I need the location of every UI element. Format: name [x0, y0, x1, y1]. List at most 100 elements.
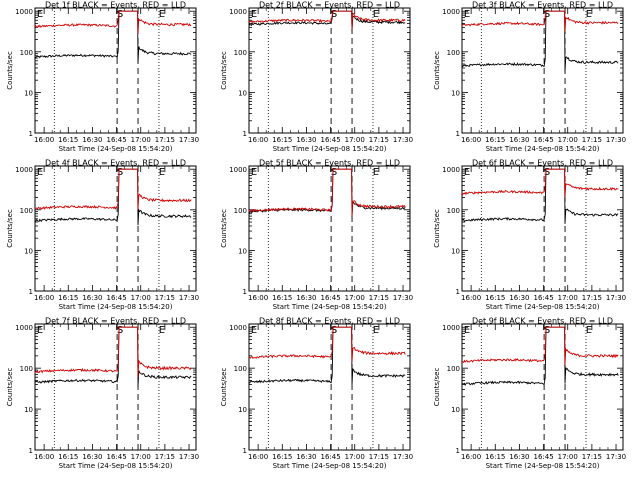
- x-tick-label: 16:30: [296, 294, 316, 302]
- y-tick-label: 1: [456, 447, 460, 455]
- y-tick-label: 10: [238, 247, 247, 255]
- y-tick-label: 1: [29, 288, 33, 296]
- interval-label: E: [159, 9, 165, 20]
- x-axis-label: Start Time (24-Sep-08 15:54:20): [486, 462, 600, 470]
- x-tick-label: 17:00: [131, 453, 151, 461]
- plot-frame: [34, 165, 197, 292]
- x-axis-label: Start Time (24-Sep-08 15:54:20): [273, 303, 387, 311]
- y-tick-label: 1000: [15, 8, 33, 16]
- series-line-lld: [248, 10, 406, 30]
- x-tick-label: 17:00: [558, 294, 578, 302]
- y-axis-label: Counts/sec: [220, 368, 228, 407]
- series-line-lld: [34, 326, 192, 378]
- y-axis-label: Counts/sec: [6, 209, 14, 248]
- panel-title: Det 6f BLACK = Events, RED = LLD: [472, 159, 613, 168]
- x-tick-label: 16:45: [533, 453, 553, 461]
- series-line-lld: [248, 168, 406, 216]
- x-tick-label: 17:30: [393, 136, 413, 144]
- interval-label: E: [464, 167, 470, 178]
- x-tick-label: 16:00: [461, 453, 481, 461]
- x-tick-label: 16:00: [34, 136, 54, 144]
- y-tick-label: 1000: [229, 166, 247, 174]
- x-tick-label: 17:00: [558, 453, 578, 461]
- x-tick-label: 16:30: [296, 136, 316, 144]
- x-tick-label: 16:30: [296, 453, 316, 461]
- x-axis-label: Start Time (24-Sep-08 15:54:20): [59, 303, 173, 311]
- x-tick-label: 16:45: [533, 294, 553, 302]
- x-tick-label: 17:15: [582, 453, 602, 461]
- x-tick-label: 16:15: [272, 136, 292, 144]
- x-tick-label: 16:15: [485, 294, 505, 302]
- y-tick-label: 1: [29, 447, 33, 455]
- x-tick-label: 17:15: [369, 136, 389, 144]
- x-tick-label: 16:45: [320, 136, 340, 144]
- x-tick-label: 16:00: [34, 294, 54, 302]
- y-axis-label: Counts/sec: [6, 51, 14, 90]
- interval-label: E: [464, 325, 470, 336]
- y-axis-label: Counts/sec: [220, 209, 228, 248]
- y-axis-label: Counts/sec: [220, 51, 228, 90]
- interval-label: E: [37, 9, 43, 20]
- x-axis-label: Start Time (24-Sep-08 15:54:20): [59, 145, 173, 153]
- x-tick-label: 16:30: [82, 136, 102, 144]
- x-tick-label: 17:00: [345, 453, 365, 461]
- x-tick-label: 16:45: [320, 453, 340, 461]
- x-tick-label: 17:15: [369, 294, 389, 302]
- panel-title: Det 4f BLACK = Events, RED = LLD: [45, 159, 186, 168]
- y-tick-label: 10: [24, 89, 33, 97]
- interval-label: S: [117, 325, 123, 336]
- interval-label: S: [331, 9, 337, 20]
- x-tick-label: 17:00: [345, 294, 365, 302]
- x-tick-label: 17:15: [155, 294, 175, 302]
- series-line-lld: [34, 10, 192, 34]
- plot-frame: [248, 165, 411, 292]
- y-tick-label: 100: [20, 207, 33, 215]
- series-line-events: [34, 10, 192, 63]
- y-tick-label: 1000: [442, 324, 460, 332]
- x-tick-label: 16:00: [34, 453, 54, 461]
- series-line-events: [461, 168, 619, 224]
- y-axis-label: Counts/sec: [433, 209, 441, 248]
- x-tick-label: 16:15: [272, 453, 292, 461]
- panel-det-6: Det 6f BLACK = Events, RED = LLD 1 10 100 10…: [433, 159, 626, 312]
- plot-frame: [248, 7, 411, 134]
- interval-label: S: [331, 167, 337, 178]
- y-axis-label: Counts/sec: [6, 368, 14, 407]
- x-tick-label: 16:15: [58, 453, 78, 461]
- y-axis-label: Counts/sec: [433, 51, 441, 90]
- x-axis-label: Start Time (24-Sep-08 15:54:20): [486, 303, 600, 311]
- plot-frame: [461, 323, 624, 451]
- interval-label: E: [586, 325, 592, 336]
- interval-label: S: [331, 325, 337, 336]
- interval-label: S: [117, 9, 123, 20]
- y-tick-label: 1000: [15, 166, 33, 174]
- panel-title: Det 8f BLACK = Events, RED = LLD: [259, 317, 400, 326]
- panel-det-8: Det 8f BLACK = Events, RED = LLD 1 10 100 10…: [220, 317, 413, 471]
- series-line-events: [461, 10, 619, 72]
- x-tick-label: 17:30: [393, 453, 413, 461]
- interval-label: E: [37, 167, 43, 178]
- x-tick-label: 16:15: [58, 294, 78, 302]
- y-axis-label: Counts/sec: [433, 368, 441, 407]
- y-tick-label: 10: [24, 406, 33, 414]
- interval-label: E: [251, 9, 257, 20]
- interval-label: S: [117, 167, 123, 178]
- series-line-events: [34, 168, 192, 226]
- interval-label: E: [586, 9, 592, 20]
- panel-det-5: Det 5f BLACK = Events, RED = LLD 1 10 100 10…: [220, 159, 413, 312]
- plot-frame: [248, 323, 411, 451]
- y-tick-label: 1000: [442, 8, 460, 16]
- plot-frame: [34, 323, 197, 451]
- y-tick-label: 1000: [442, 166, 460, 174]
- interval-label: S: [544, 167, 550, 178]
- interval-label: S: [544, 325, 550, 336]
- x-tick-label: 16:00: [248, 453, 268, 461]
- x-tick-label: 16:00: [461, 136, 481, 144]
- x-tick-label: 16:45: [106, 136, 126, 144]
- interval-label: E: [251, 167, 257, 178]
- x-tick-label: 17:15: [155, 136, 175, 144]
- interval-label: S: [544, 9, 550, 20]
- interval-label: E: [373, 9, 379, 20]
- panel-det-9: Det 9f BLACK = Events, RED = LLD 1 10 100 10…: [433, 317, 626, 471]
- y-tick-label: 1: [243, 130, 247, 138]
